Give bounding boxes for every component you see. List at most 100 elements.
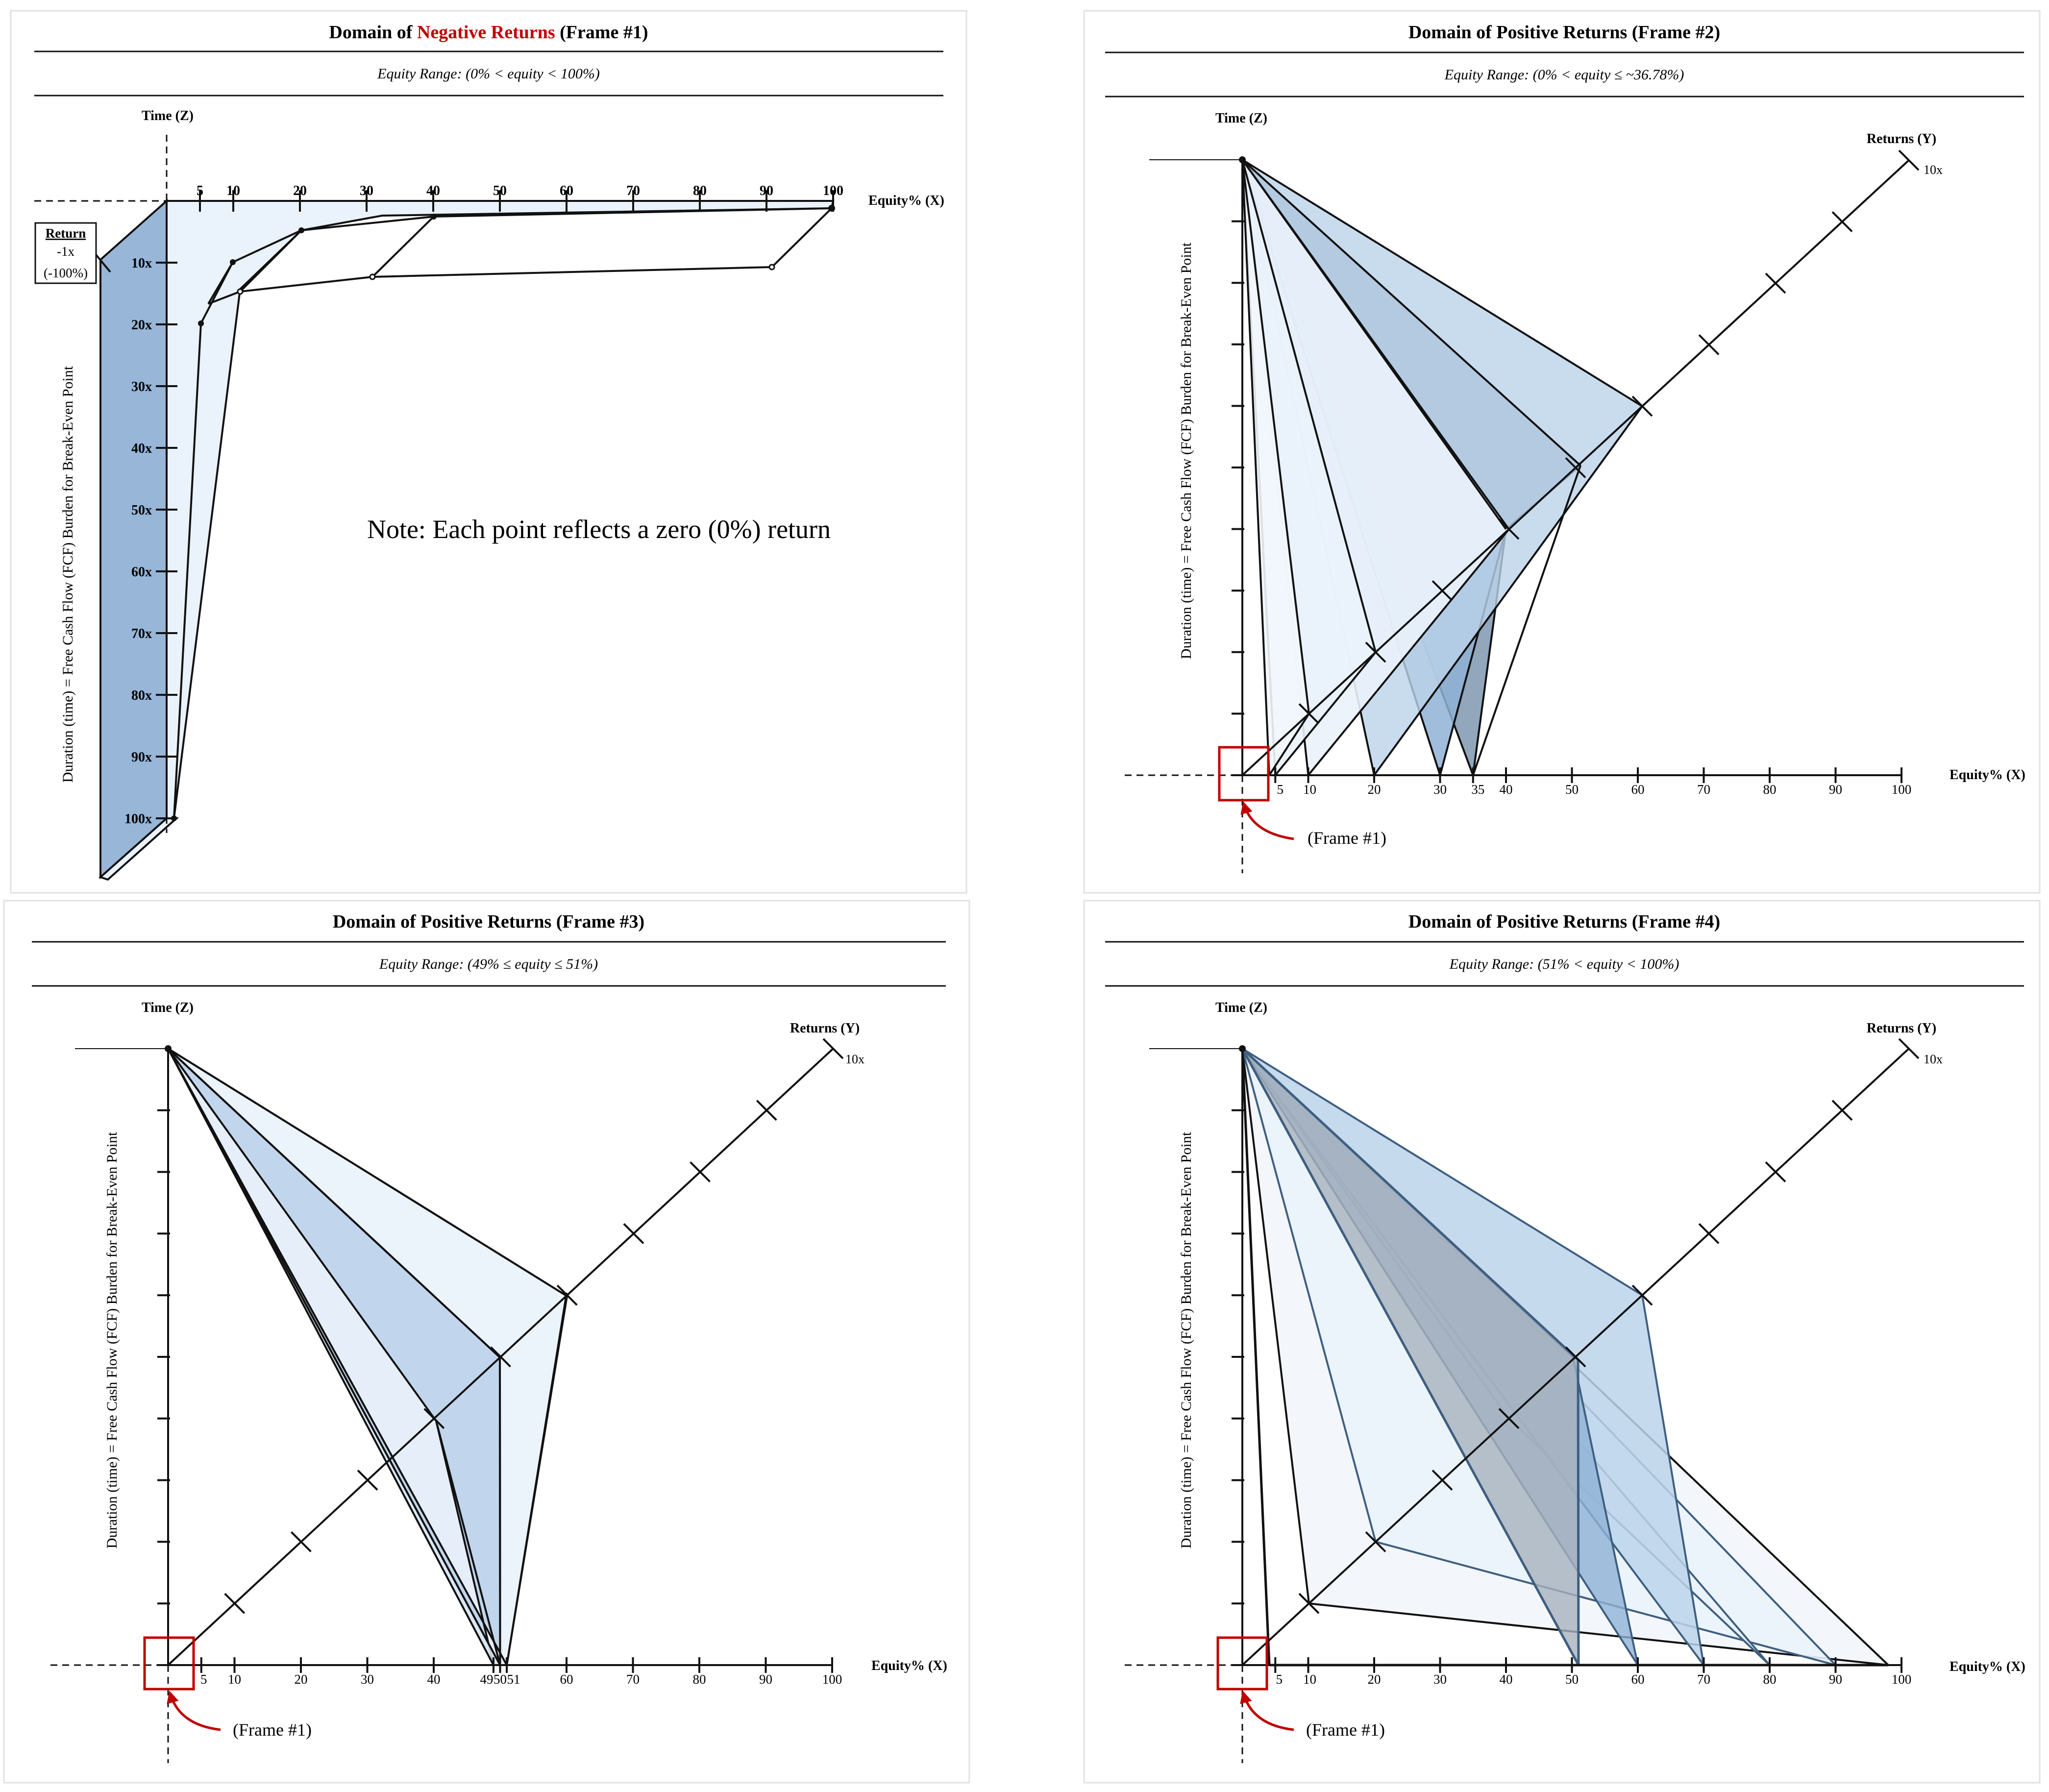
frame-2-returns-max: 10x: [1924, 163, 1943, 177]
frame-4-x-tick-label: 5: [1276, 1672, 1283, 1687]
frame-2-x-tick-label: 10: [1303, 782, 1316, 797]
frame-1-l-surface: [166, 200, 835, 819]
frame-2-axes: 5 10 20 30 35 40 50 60 70 80 90 100: [1125, 149, 1920, 873]
frame-2-x-tick-label: 35: [1471, 782, 1484, 797]
frame-3-edge-50: [167, 1048, 501, 1358]
frame-2-x-tick-label: 50: [1565, 782, 1579, 797]
frame-4-returns-tick: [1565, 1346, 1586, 1368]
frame-3-returns-tick: [490, 1346, 511, 1368]
frame-2-frame1-box: [1218, 746, 1270, 802]
frame-3-x-tick-label: 20: [295, 1672, 308, 1687]
frame-1-subtitle: Equity Range: (0% < equity < 100%): [377, 66, 600, 82]
frame-1-x-tick-label: 10: [226, 183, 240, 198]
frame-4-returns-max: 10x: [1924, 1052, 1943, 1066]
frame-1-x-tick-label: 80: [693, 183, 707, 198]
frame-2-returns-label: Returns (Y): [1867, 131, 1936, 147]
frame-4-frame1-box: [1216, 1636, 1268, 1691]
frame-3-x-tick-label: 10: [228, 1672, 241, 1687]
frame-3-frame1-ref: (Frame #1): [233, 1720, 312, 1740]
frame-1-x-tick-label: 50: [493, 183, 507, 198]
frame-2-time-label: Time (Z): [1215, 111, 1267, 126]
frame-4-axes: 5 10 20 30 40 50 60 70 80 90 100: [1125, 1038, 1920, 1763]
frame-2-returns-tick: [1365, 641, 1386, 663]
frame-3-returns-tick: [357, 1470, 378, 1491]
frame-2-returns-tick: [1298, 703, 1320, 724]
frame-3-edge-inner: [435, 1421, 501, 1666]
frame-4-x-tick-label: 20: [1368, 1672, 1381, 1687]
frame-2-x-tick-label: 60: [1631, 782, 1645, 797]
frame-3-x-tick-label: 60: [560, 1672, 573, 1687]
frame-3-title: Domain of Positive Returns (Frame #3): [333, 911, 644, 932]
frame-2-x-tick-label: 30: [1433, 782, 1447, 797]
frame-1-diag-2: [371, 216, 435, 278]
frame-2-surface-2: [1241, 159, 1310, 776]
frame-2-returns-tick: [1765, 272, 1786, 294]
frame-4-title: Domain of Positive Returns (Frame #4): [1408, 911, 1720, 932]
frame-2-x-tick-label: 20: [1368, 782, 1381, 797]
frame-2-x-tick-label: 5: [1277, 782, 1284, 797]
frame-1-z-tick-label: 40x: [131, 441, 152, 456]
frame-1-x-tick-label: 5: [197, 183, 203, 198]
frame-1-return-box: [34, 222, 97, 284]
frame-1-z-tick-label: 60x: [131, 565, 152, 580]
frame-1-negative-returns: Domain of Negative Returns (Frame #1) Eq…: [34, 22, 944, 881]
frame-1-z-tick-label: 10x: [131, 256, 152, 271]
frame-3-edge-51: [506, 1296, 568, 1666]
frame-2-returns-tick: [1698, 334, 1720, 355]
frame-3-x-tick-label: 40: [427, 1672, 441, 1687]
frame-1-front-face: [99, 198, 168, 880]
frame-4-returns-tick: [1432, 1470, 1453, 1491]
frame-1-z-tick-label: 80x: [131, 688, 152, 703]
frame-4-x-tick-label: 60: [1631, 1672, 1645, 1687]
frame-2-x-tick-label: 100: [1892, 782, 1912, 797]
frame-1-z-tick-label: 20x: [131, 318, 152, 333]
frame-1-z-tick-label: 90x: [131, 750, 152, 765]
frame-4-x-axis-label: Equity% (X): [1950, 1659, 2025, 1674]
frame-3-returns-tick: [822, 1038, 844, 1059]
frame-3-x-tick-label: 70: [626, 1672, 640, 1687]
frame-2-frame1-ref: (Frame #1): [1308, 828, 1386, 848]
frame-3-surfaces: [165, 1045, 568, 1666]
panel-borders: [3, 10, 2041, 1784]
frame-3-returns-tick: [423, 1408, 445, 1429]
frame-4-duration-axis-label: Duration (time) = Free Cash Flow (FCF) B…: [1178, 1131, 1194, 1548]
frame-2-frame1-arrow: [1240, 801, 1294, 840]
frame-2-edge-35: [1472, 465, 1581, 776]
frame-2-x-tick-label: 40: [1500, 782, 1513, 797]
frame-1-z-tick-label: 100x: [124, 811, 152, 827]
frame-3-x-tick-label: 50: [494, 1672, 507, 1687]
frame-4-subtitle: Equity Range: (51% < equity < 100%): [1449, 956, 1679, 972]
frame-3-returns-tick: [690, 1161, 711, 1183]
frame-4-x-tick-label: 90: [1829, 1672, 1842, 1687]
frame-4-x-tick-label: 80: [1763, 1672, 1777, 1687]
frame-4-returns-tick: [1498, 1408, 1520, 1429]
frame-4-returns-tick: [1698, 1223, 1720, 1244]
frame-1-diag-3: [207, 261, 234, 305]
frame-4-x-tick-label: 30: [1433, 1672, 1447, 1687]
frame-3-subtitle: Equity Range: (49% ≤ equity ≤ 51%): [379, 956, 598, 972]
frame-1-curve-spine: [173, 323, 202, 819]
frame-4-returns-tick: [1298, 1593, 1320, 1614]
frame-2-title: Domain of Positive Returns (Frame #2): [1408, 22, 1720, 43]
frame-3-returns-label: Returns (Y): [790, 1021, 860, 1036]
frame-3-returns-tick: [756, 1100, 777, 1121]
frame-4-x-tick-label: 70: [1697, 1672, 1710, 1687]
frame-4-positive-returns: Domain of Positive Returns (Frame #4) Eq…: [1105, 911, 2025, 1763]
frame-1-note: Note: Each point reflects a zero (0%) re…: [367, 515, 831, 544]
frame-3-returns-tick: [224, 1593, 246, 1614]
frame-3-edge-peak: [167, 1048, 568, 1297]
frame-2-x-tick-label: 70: [1697, 782, 1710, 797]
frame-2-subtitle: Equity Range: (0% < equity ≤ ~36.78%): [1444, 67, 1684, 83]
frame-3-returns-tick: [623, 1223, 644, 1244]
frame-4-returns-tick: [1765, 1161, 1786, 1183]
frame-1-points: [171, 205, 835, 821]
frame-4-frame1-arrow: [1240, 1691, 1294, 1731]
frame-2-returns-tick: [1498, 518, 1520, 540]
frame-1-x-tick-label: 20: [293, 183, 307, 198]
frame-1-x-tick-label: 70: [626, 183, 640, 198]
frame-2-returns-tick: [1432, 580, 1453, 601]
frame-4-x-tick-label: 100: [1892, 1672, 1912, 1687]
frame-3-x-tick-label: 51: [507, 1672, 520, 1687]
frame-4-returns-label: Returns (Y): [1867, 1021, 1936, 1036]
frame-3-x-tick-label: 90: [759, 1672, 772, 1687]
